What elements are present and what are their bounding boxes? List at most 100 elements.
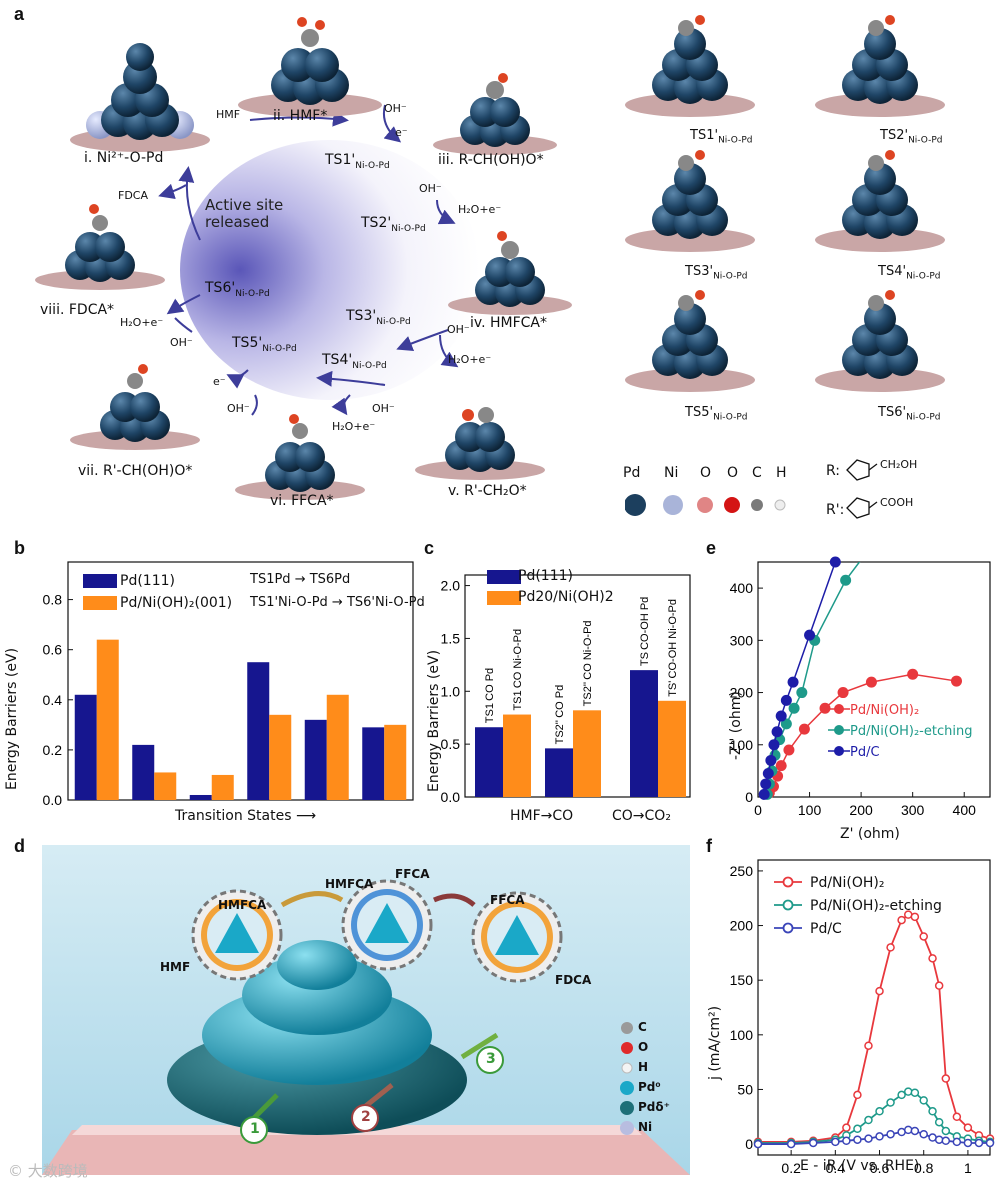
point-f-0-7: [875, 986, 884, 996]
ylabel-e: -Z'' (ohm): [728, 691, 744, 760]
legend-b-path2: TS1'Ni-O-Pd → TS6'Ni-O-Pd: [250, 595, 425, 610]
ts4-label: TS4'Ni-O-Pd: [322, 352, 387, 371]
axes-frame-f: [757, 859, 991, 1156]
ts-grid-label-5: TS5'Ni-O-Pd: [685, 405, 748, 423]
point-f-2-8: [886, 1129, 895, 1139]
xtick-label-f: 0.6: [870, 1160, 890, 1176]
point-f-2-7: [875, 1132, 884, 1141]
r-label: R:: [826, 463, 841, 479]
point-f-0-16: [952, 1112, 962, 1122]
bar-c-1-0: [503, 714, 531, 797]
bar-b-1-3: [269, 714, 292, 800]
point-f-0-8: [886, 943, 895, 952]
axes-frame-b: [67, 561, 414, 801]
mol-hmfca-2: HMFCA: [325, 877, 374, 891]
xtick-label-f: 0.8: [914, 1160, 934, 1176]
ytick-label-e: 0: [745, 789, 753, 805]
oh-5: OH⁻: [227, 402, 250, 415]
legend-swatch-b-0: [83, 574, 117, 588]
point-e-0-4: [783, 744, 795, 756]
ylabel-f: j (mA/cm²): [707, 1005, 723, 1080]
step-markers: [240, 1046, 504, 1144]
ts-structures: [625, 15, 945, 519]
point-e-0-3: [775, 760, 787, 772]
point-e-1-9: [840, 574, 852, 586]
point-e-2-9: [804, 629, 816, 641]
ts5-label: TS5'Ni-O-Pd: [232, 335, 297, 354]
step-2: 2: [361, 1109, 371, 1125]
point-f-2-18: [974, 1138, 984, 1148]
legend-e-3: Pd/C: [850, 745, 880, 760]
ytick-label-c: 2.0: [441, 578, 461, 594]
h2oe-2: H₂O+e⁻: [458, 203, 502, 216]
bar-label-c-0-0: TS1 CO Pd: [484, 668, 496, 723]
ts-structure-4: [815, 150, 945, 252]
point-f-2-14: [934, 1135, 944, 1144]
legend-c: C: [752, 465, 762, 481]
point-e-2-7: [780, 694, 792, 706]
bar-label-c-1-2: TS' CO-OH Ni-O-Pd: [667, 599, 679, 697]
r-group: CH₂OH: [880, 458, 918, 471]
bar-c-1-1: [573, 710, 601, 797]
active-site-text: Active site released: [205, 196, 284, 231]
legend-f-2: Pd/Ni(OH)₂-etching: [810, 898, 942, 914]
legend-d-o: O: [638, 1040, 649, 1054]
point-f-2-1: [786, 1139, 796, 1149]
catalyst-cluster-i: [70, 43, 210, 152]
ts-grid-label-3: TS3'Ni-O-Pd: [685, 264, 748, 282]
chart-e: 0 100 200 300 400 0 100 200 300 400: [730, 556, 991, 818]
state-vii: vii. R'-CH(OH)O*: [78, 463, 193, 479]
point-e-2-0: [758, 788, 770, 800]
ytick-label-f: 100: [730, 1027, 754, 1043]
point-f-2-11: [910, 1126, 920, 1136]
point-f-1-6: [864, 1115, 873, 1125]
point-e-2-1: [760, 778, 772, 790]
xcat-c-2: CO→CO₂: [612, 808, 671, 824]
ts-grid-label-6: TS6'Ni-O-Pd: [878, 405, 941, 423]
h2oe-4: H₂O+e⁻: [332, 420, 376, 433]
point-e-1-5: [780, 718, 792, 730]
point-f-0-5: [853, 1090, 862, 1100]
point-f-0-14: [934, 981, 944, 990]
ytick-label-b: 0.8: [43, 592, 63, 608]
r-furan-structure: [846, 459, 878, 481]
point-e-0-9: [907, 668, 919, 680]
ts-grid-label-2: TS2'Ni-O-Pd: [880, 128, 943, 146]
legend-f-1: Pd/Ni(OH)₂: [810, 875, 885, 891]
bar-c-0-0: [475, 727, 503, 797]
point-f-1-10: [903, 1087, 913, 1096]
nanoparticle: [167, 940, 467, 1135]
fdca-label: FDCA: [118, 189, 149, 202]
stage-3: [471, 891, 563, 983]
oh-6: OH⁻: [170, 336, 193, 349]
bar-b-0-0: [74, 694, 97, 800]
ytick-label-f: 250: [730, 863, 754, 879]
point-f-1-13: [928, 1107, 937, 1116]
ytick-label-f: 0: [745, 1136, 753, 1152]
catalyst-cluster-ii: [238, 17, 382, 117]
xlabel-f: E - iR (V vs. RHE): [800, 1158, 920, 1174]
panel-f-label: f: [706, 836, 712, 856]
ytick-label-b: 0.0: [43, 792, 63, 808]
bar-b-0-4: [304, 719, 327, 800]
xtick-label-e: 100: [798, 802, 822, 818]
ytick-label-e: 100: [730, 737, 754, 753]
chart-b: 0.0 0.2 0.4 0.6 0.8: [43, 561, 414, 808]
point-f-2-16: [952, 1137, 962, 1147]
ylabel-c: Energy Barriers (eV): [426, 649, 442, 792]
ytick-label-f: 200: [730, 918, 754, 934]
point-f-2-2: [808, 1138, 818, 1148]
point-f-2-15: [941, 1136, 951, 1146]
legend-swatch-b-1: [83, 596, 117, 610]
mol-fdca: FDCA: [555, 973, 592, 987]
xlabel-b: Transition States ⟶: [175, 808, 317, 824]
legend-b-ni: Pd/Ni(OH)₂(001): [120, 595, 233, 611]
point-f-2-4: [842, 1136, 851, 1146]
ytick-label-b: 0.4: [43, 692, 63, 708]
bar-b-1-0: [96, 639, 119, 800]
legend-o2: O: [727, 465, 739, 481]
panel-d-illustration: [42, 845, 690, 1175]
legend-pd: Pd: [623, 465, 641, 481]
ts1-label: TS1'Ni-O-Pd: [325, 152, 390, 171]
point-f-2-5: [853, 1135, 862, 1144]
